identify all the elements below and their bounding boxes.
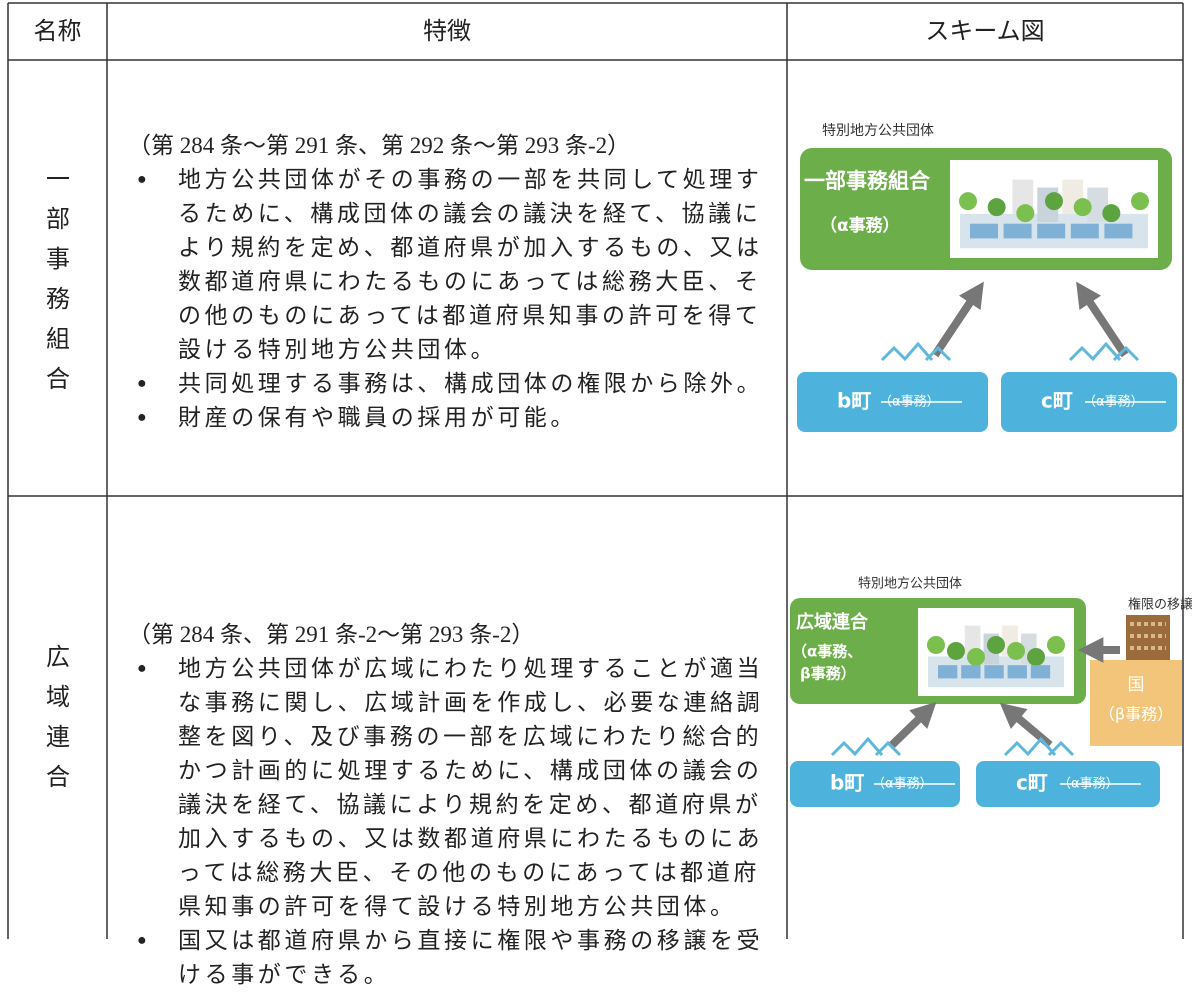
bullet-line: 整を図り、及び事務の一部を広域にわたり総合的 xyxy=(178,724,763,749)
group-label: 特別地方公共団体 xyxy=(858,576,962,592)
bullet-dot: ● xyxy=(137,409,147,426)
document-page: 特別地方公共団体 一部事務組合 （α事務） b町 （α事務） c町 （α事務） 特別地方公共団… xyxy=(7,2,1192,987)
bullet-line: より規約を定め、都道府県が加入するもの、又は xyxy=(178,235,763,260)
bullet-line: 地方公共団体がその事務の一部を共同して処理す xyxy=(178,167,763,192)
state-box xyxy=(1090,660,1182,746)
arrow-head xyxy=(1076,281,1101,311)
illustration-tree xyxy=(1102,204,1121,223)
arrow-head xyxy=(909,701,937,729)
bullet-line: 国又は都道府県から直接に権限や事務の移譲を受 xyxy=(178,928,764,953)
illustration-tree xyxy=(927,635,945,654)
bullet-line: 県知事の許可を得て設ける特別地方公共団体。 xyxy=(178,894,737,919)
house-icon xyxy=(880,341,952,362)
group-tasks: （α事務） xyxy=(820,215,900,236)
member-name: c町 xyxy=(1016,771,1048,795)
bullet-dot: ● xyxy=(137,660,147,677)
bullet-line: っては総務大臣、その他のものにあっては都道府 xyxy=(178,860,760,885)
arrow-head xyxy=(1078,637,1104,663)
house-icon xyxy=(1068,341,1140,362)
row-name: 一部事務組合 xyxy=(46,167,70,393)
group-body: 広域連合 xyxy=(796,611,869,633)
bullet-line: 加入するもの、又は数都道府県にわたるものにあ xyxy=(178,826,764,851)
arrow-shaft xyxy=(931,292,979,358)
illustration-tree xyxy=(1016,204,1035,223)
article-range: （第 284 条、第 291 条-2～第 293 条-2） xyxy=(128,622,535,647)
member-name: b町 xyxy=(837,389,871,413)
bullet-dot: ● xyxy=(137,375,147,392)
member-name: c町 xyxy=(1041,389,1073,413)
bullet-line: な事務に関し、広域計画を作成し、必要な連絡調 xyxy=(178,690,764,715)
group-tasks: β事務） xyxy=(800,665,856,683)
group-body: 一部事務組合 xyxy=(804,169,931,193)
illustration-tank xyxy=(1037,223,1066,239)
bullet-line: ける事ができる。 xyxy=(178,962,391,987)
bullet-line: かつ計画的に処理するために、構成団体の議会の xyxy=(178,758,763,783)
illustration-tank xyxy=(984,665,1004,679)
bullet-line: 議決を経て、協議により規約を定め、都道府県が xyxy=(178,792,762,817)
bullet-line: 共同処理する事務は、構成団体の権限から除外。 xyxy=(178,371,764,396)
group-tasks: （α事務、 xyxy=(792,643,862,661)
illustration-tank xyxy=(938,665,958,679)
illustration-tree xyxy=(987,198,1006,217)
bullet-line: 財産の保有や職員の採用が可能。 xyxy=(178,405,577,430)
house-icon xyxy=(1003,736,1075,757)
illustration-tree xyxy=(959,192,977,211)
header-cell: 特徴 xyxy=(423,19,471,45)
illustration-tank xyxy=(1104,223,1133,239)
illustration-tree xyxy=(1007,641,1025,660)
illustration-tank xyxy=(961,665,981,679)
bullet-line: 数都道府県にわたるものにあっては総務大臣、そ xyxy=(178,269,762,294)
arrow-head xyxy=(999,702,1028,729)
group-label: 特別地方公共団体 xyxy=(822,123,934,139)
illustration-tank xyxy=(1070,223,1099,239)
bullet-dot: ● xyxy=(137,171,147,188)
illustration-tree xyxy=(1045,192,1063,211)
transfer-label: 権限の移譲 xyxy=(1128,597,1192,613)
illustration-tank xyxy=(970,223,998,239)
illustration-tree xyxy=(1131,192,1149,211)
arrow-shaft xyxy=(1081,292,1129,358)
bullet-line: るために、構成団体の議会の議決を経て、協議に xyxy=(178,201,762,226)
header-cell: スキーム図 xyxy=(925,19,1045,45)
illustration-tank xyxy=(1030,665,1051,679)
bullet-line: の他のものにあっては都道府県知事の許可を得て xyxy=(178,303,762,328)
bullet-line: 設ける特別地方公共団体。 xyxy=(178,337,498,362)
illustration-tree xyxy=(967,647,985,666)
arrow-head xyxy=(959,281,984,311)
article-range: （第 284 条～第 291 条、第 292 条～第 293 条-2） xyxy=(128,133,631,158)
member-name: b町 xyxy=(830,771,864,795)
state-tasks: （β事務） xyxy=(1099,705,1173,724)
illustration-tree xyxy=(987,635,1005,654)
illustration-tank xyxy=(1003,223,1032,239)
house-icon xyxy=(830,736,902,757)
row-name: 広域連合 xyxy=(46,645,70,791)
illustration-tree xyxy=(947,641,965,660)
illustration-tree xyxy=(1047,635,1065,654)
state-name: 国 xyxy=(1128,675,1145,695)
illustration-tree xyxy=(1073,198,1092,217)
bullet-line: 地方公共団体が広域にわたり処理することが適当 xyxy=(178,656,764,681)
header-cell: 名称 xyxy=(33,19,82,45)
illustration-tree xyxy=(1027,647,1045,666)
illustration-tank xyxy=(1007,665,1027,679)
bullet-dot: ● xyxy=(137,932,147,949)
